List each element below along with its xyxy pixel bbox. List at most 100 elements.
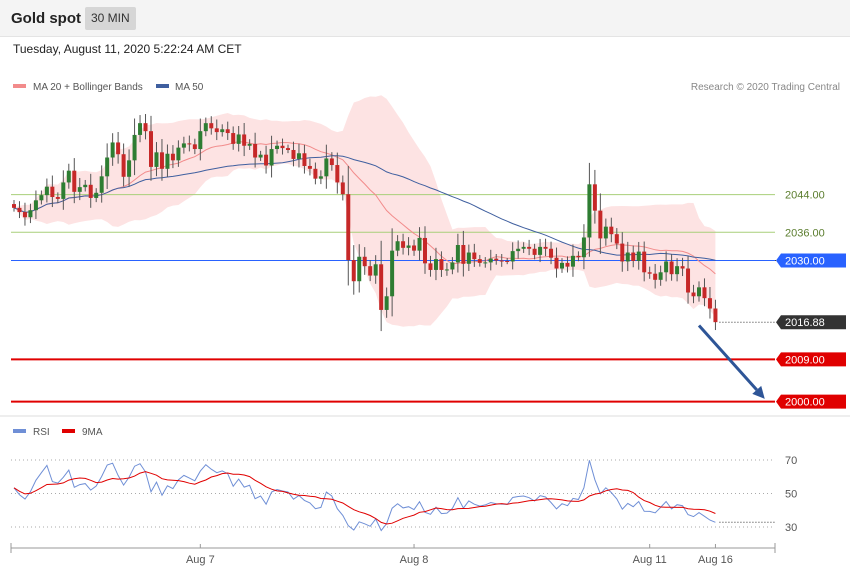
candle (647, 266, 652, 279)
candle-body (116, 142, 121, 155)
candle (499, 254, 504, 267)
support-tag-bg (776, 394, 846, 409)
candle-body (313, 168, 318, 179)
candle (494, 253, 499, 265)
title-bar: Gold spot 30 MIN (0, 0, 850, 37)
candle (110, 133, 115, 166)
candle (373, 255, 378, 284)
candle-body (412, 245, 417, 251)
candle-body (444, 269, 449, 271)
candle-body (33, 200, 38, 211)
candle (176, 140, 181, 167)
candle (269, 135, 274, 178)
candle (258, 150, 263, 161)
candle (209, 116, 214, 135)
candle (560, 258, 564, 273)
candle (483, 257, 488, 268)
candle (154, 142, 159, 177)
candle-body (433, 259, 438, 270)
candle-body (423, 237, 427, 264)
rsi-tick-label: 50 (785, 489, 797, 501)
candle (554, 247, 559, 278)
candle-body (258, 154, 263, 158)
legend-ma50-swatch (156, 84, 169, 88)
support-tag-bg (776, 352, 846, 367)
candle-body (439, 259, 444, 270)
candle (603, 218, 608, 246)
candle (55, 192, 60, 204)
legend-ma20-label: MA 20 + Bollinger Bands (33, 82, 143, 93)
candle (127, 149, 132, 187)
time-tick-label: Aug 11 (633, 554, 667, 566)
candle (450, 257, 455, 275)
price-tags: 2044.00 2036.00 2030.00 2016.88 2009.00 2000.… (776, 190, 846, 409)
candle-body (324, 158, 329, 177)
candle-body (505, 260, 510, 262)
candle-body (428, 263, 433, 270)
candle (412, 239, 417, 256)
candle (187, 135, 192, 152)
candle (351, 245, 356, 295)
candle (581, 224, 586, 270)
candle (121, 143, 126, 187)
candle (609, 217, 614, 243)
candle-body (291, 149, 296, 159)
candle (488, 249, 493, 271)
candle-body (362, 256, 367, 267)
candle (433, 247, 438, 281)
legend-ma50-label: MA 50 (175, 82, 204, 93)
candle (570, 244, 575, 277)
candle (28, 203, 33, 224)
candle-body (576, 255, 581, 258)
candle (143, 114, 148, 140)
candle-body (565, 262, 570, 267)
candle-body (554, 257, 559, 269)
credit-text: Research © 2020 Trading Central (691, 82, 840, 93)
candle (192, 138, 197, 155)
candle (707, 287, 712, 319)
candle (291, 141, 296, 167)
candle (39, 190, 44, 205)
candle (302, 144, 307, 174)
candle-body (187, 143, 192, 145)
candle-body (286, 148, 290, 150)
candle-body (675, 266, 680, 275)
candle (636, 241, 641, 270)
price-tag: 2009.00 (776, 352, 846, 367)
candle-body (417, 237, 422, 251)
candle-body (614, 234, 619, 244)
candle-body (192, 144, 197, 150)
candle-body (28, 210, 33, 218)
candle (510, 242, 515, 270)
candle (472, 243, 477, 267)
candle (253, 132, 258, 168)
candle (170, 145, 175, 169)
timeframe-button[interactable]: 30 MIN (85, 7, 136, 30)
candle (280, 138, 285, 155)
candle (22, 202, 27, 226)
candle-body (510, 251, 515, 262)
candle-body (499, 260, 504, 262)
candle-body (329, 158, 334, 166)
candle-body (466, 252, 471, 264)
candle-body (17, 207, 22, 213)
candle (214, 119, 219, 141)
candle (406, 237, 411, 256)
pivot-tag-label: 2030.00 (785, 256, 825, 268)
candle (50, 175, 55, 208)
candle-body (269, 149, 274, 166)
candle-body (132, 134, 137, 161)
candle-body (527, 246, 532, 249)
candle-body (450, 262, 455, 270)
candle-body (214, 128, 219, 133)
candle-body (658, 272, 663, 280)
time-tick-label: Aug 16 (698, 554, 733, 566)
time-axis: Aug 7 Aug 8 Aug 11 Aug 16 (10, 543, 776, 566)
candle (439, 251, 444, 277)
candle-body (280, 145, 285, 149)
candle (466, 244, 471, 271)
candle (625, 241, 630, 272)
candle-body (379, 264, 384, 310)
